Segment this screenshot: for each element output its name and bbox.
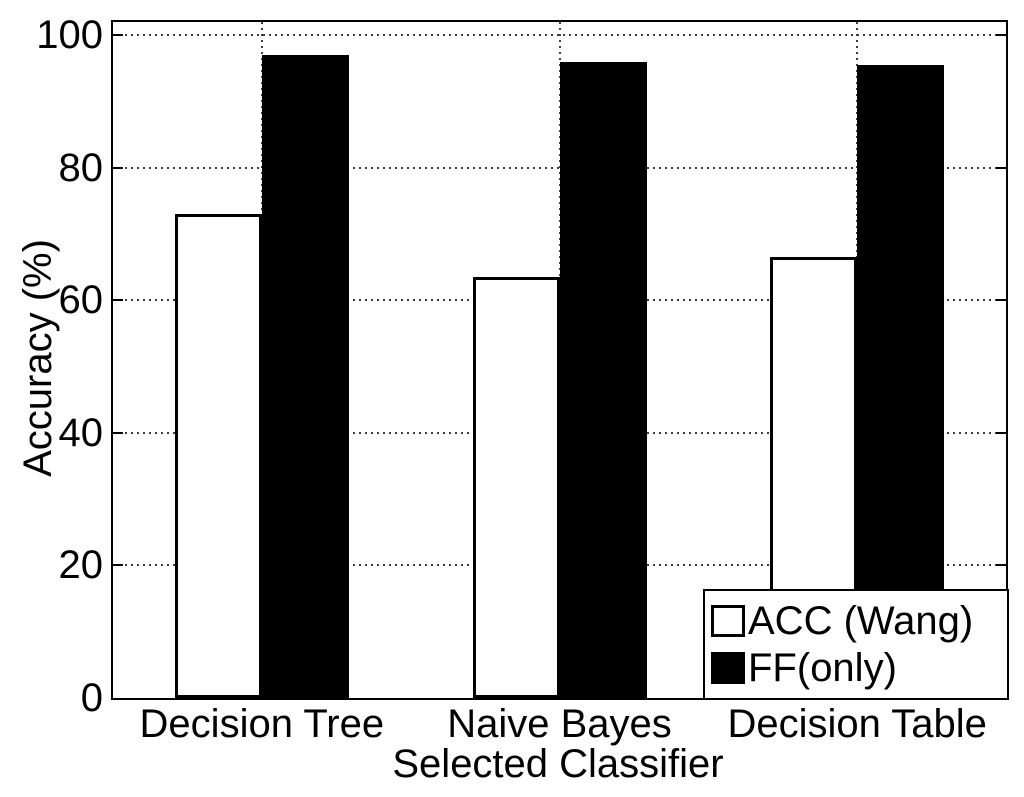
y-tick-left-80	[113, 166, 123, 169]
x-tick-label-2: Naive Bayes	[447, 702, 672, 746]
x-tick-label-1: Decision Tree	[139, 702, 385, 746]
y-tick-right-100	[996, 34, 1006, 37]
y-tick-label-20: 20	[58, 543, 104, 588]
bar-ff-only--1	[261, 55, 349, 698]
y-tick-left-60	[113, 299, 123, 302]
y-tick-right-80	[996, 166, 1006, 169]
legend-swatch-ff-only-icon	[711, 651, 745, 684]
y-tick-label-60: 60	[58, 278, 104, 323]
legend-label-acc-wang: ACC (Wang)	[748, 598, 974, 643]
y-tick-label-100: 100	[36, 13, 103, 58]
y-tick-label-0: 0	[80, 676, 103, 720]
x-tick-label-3: Decision Table	[727, 702, 987, 746]
bar-ff-only--2	[559, 61, 647, 698]
plot-area: ACC (Wang) FF(only)	[111, 20, 1009, 700]
legend-label-ff-only: FF(only)	[748, 645, 897, 690]
y-tick-left-40	[113, 431, 123, 434]
y-tick-label-40: 40	[58, 410, 104, 455]
bar-acc-wang--1	[174, 214, 262, 698]
legend-swatch-acc-wang-icon	[711, 604, 745, 637]
bar-acc-wang--2	[472, 277, 560, 698]
y-tick-left-20	[113, 564, 123, 567]
legend-item-acc-wang: ACC (Wang)	[711, 597, 1007, 644]
legend-item-ff-only: FF(only)	[711, 644, 1007, 691]
y-tick-right-20	[996, 564, 1006, 567]
y-tick-label-80: 80	[58, 145, 104, 190]
legend: ACC (Wang) FF(only)	[703, 589, 1009, 700]
y-tick-left-100	[113, 34, 123, 37]
x-axis-title: Selected Classifier	[392, 742, 724, 786]
y-tick-right-60	[996, 299, 1006, 302]
y-tick-right-40	[996, 431, 1006, 434]
